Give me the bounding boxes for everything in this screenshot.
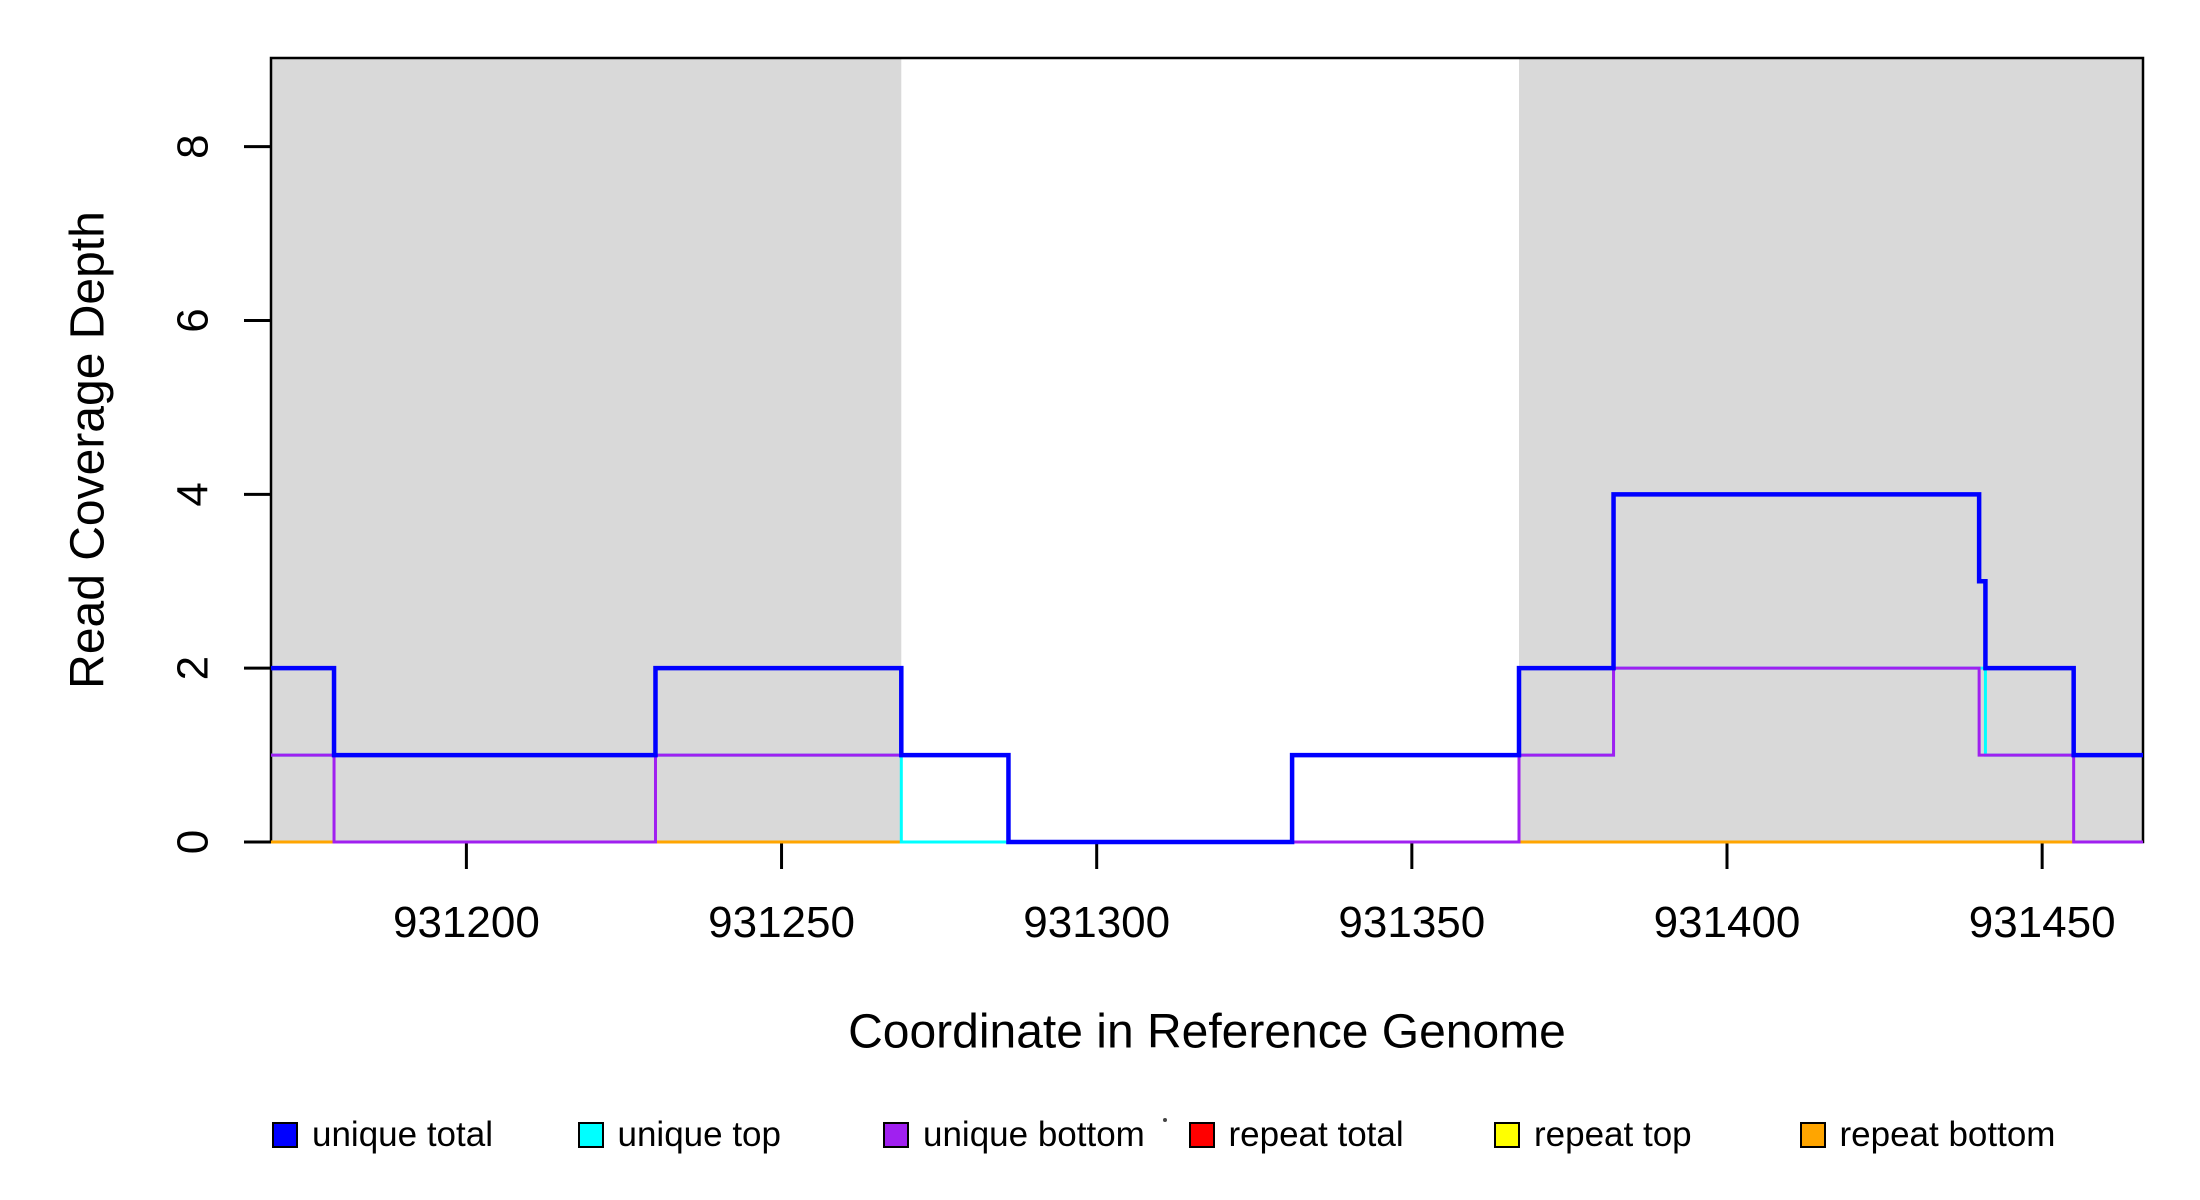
x-tick-label: 931350 <box>1338 898 1485 947</box>
series-line-unique-bottom <box>271 666 2143 844</box>
y-axis-title: Read Coverage Depth <box>61 211 115 689</box>
y-tick-label: 2 <box>169 656 218 680</box>
legend-swatch-icon <box>1799 1122 1826 1148</box>
x-tick-label: 931400 <box>1654 898 1801 947</box>
legend-swatch-icon <box>1188 1122 1215 1148</box>
legend-item-unique-bottom: unique bottom <box>883 1115 1145 1154</box>
legend-swatch-icon <box>272 1122 298 1148</box>
y-tick-label: 0 <box>169 830 218 854</box>
stray-mark <box>1163 1118 1167 1122</box>
legend-swatch-icon <box>1494 1122 1520 1148</box>
legend-label: unique bottom <box>923 1115 1145 1154</box>
x-tick-label: 931300 <box>1023 898 1170 947</box>
legend-item-unique-total: unique total <box>272 1115 493 1154</box>
shaded-region <box>1519 58 2143 842</box>
series-line-unique-total <box>271 492 2143 845</box>
legend-label: repeat total <box>1228 1115 1404 1154</box>
y-tick-label: 8 <box>169 134 218 158</box>
legend-swatch-icon <box>883 1122 909 1148</box>
x-tick-label: 931200 <box>393 898 540 947</box>
x-tick-label: 931450 <box>1969 898 2116 947</box>
legend-label: unique top <box>617 1115 781 1154</box>
legend-item-repeat-top: repeat top <box>1494 1115 1692 1154</box>
x-axis-title: Coordinate in Reference Genome <box>848 1005 1566 1059</box>
y-tick-label: 6 <box>169 308 218 332</box>
legend-item-repeat-total: repeat total <box>1188 1115 1404 1154</box>
legend-item-repeat-bottom: repeat bottom <box>1799 1115 2055 1154</box>
legend-label: repeat bottom <box>1839 1115 2056 1154</box>
legend-item-unique-top: unique top <box>577 1115 781 1154</box>
x-tick-label: 931250 <box>708 898 855 947</box>
legend-label: unique total <box>312 1115 493 1154</box>
legend-swatch-icon <box>577 1122 604 1148</box>
legend-label: repeat top <box>1534 1115 1692 1154</box>
y-tick-label: 4 <box>169 482 218 506</box>
shaded-region <box>271 58 902 842</box>
